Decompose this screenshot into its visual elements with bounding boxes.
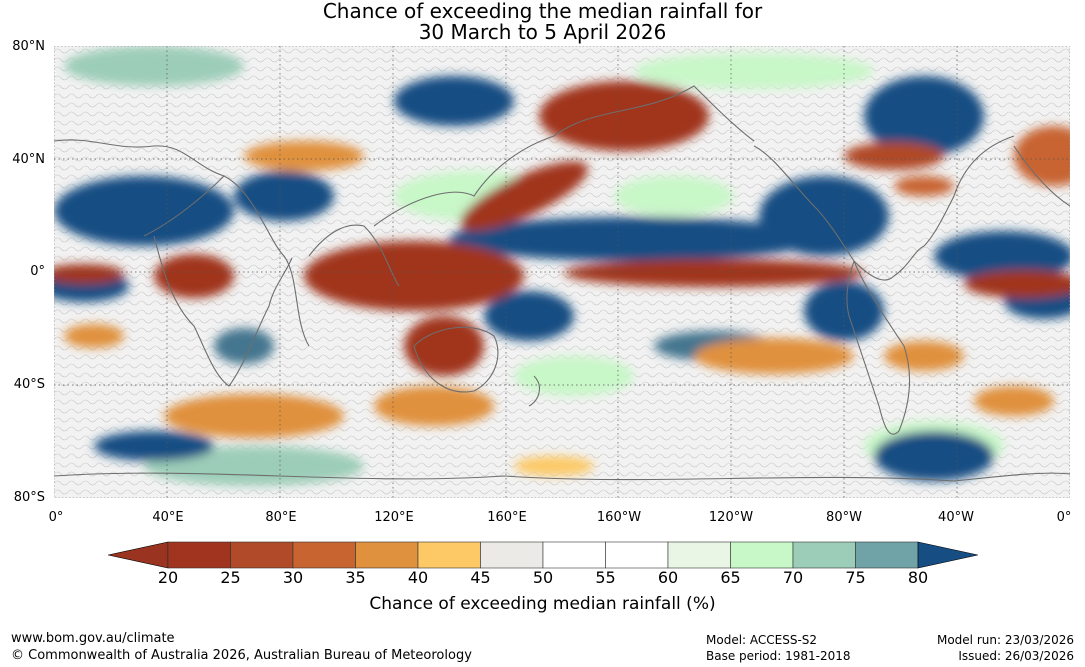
colorbar-tick-label: 45 <box>470 568 491 587</box>
colorbar-swatch <box>855 541 919 569</box>
lat-label-40s: 40°S <box>13 377 45 392</box>
colorbar-over-arrow <box>917 541 978 569</box>
colorbar-tick-label: 65 <box>720 568 741 587</box>
graticule <box>54 46 1070 498</box>
colorbar-title: Chance of exceeding median rainfall (%) <box>369 594 716 614</box>
colorbar-tick-label: 35 <box>345 568 366 587</box>
lat-label-80s: 80°S <box>13 490 45 505</box>
colorbar-under-arrow <box>108 541 169 569</box>
colorbar-swatch <box>792 541 856 569</box>
colorbar-tick-label: 60 <box>657 568 679 587</box>
footer-base-period: Base period: 1981-2018 <box>706 649 851 663</box>
lon-label-120e: 120°E <box>374 510 414 525</box>
lon-label-0-right: 0° <box>1056 510 1072 525</box>
colorbar-tick-label: 50 <box>532 568 554 587</box>
colorbar-tick-label: 30 <box>282 568 304 587</box>
colorbar-tick-label: 40 <box>407 568 429 587</box>
lon-label-160w: 160°W <box>596 510 642 525</box>
lon-label-40w: 40°W <box>938 510 974 525</box>
colorbar-tick-label: 80 <box>907 568 929 587</box>
map-title-line-2: 30 March to 5 April 2026 <box>418 20 667 44</box>
lon-label-80w: 80°W <box>826 510 862 525</box>
colorbar-tick-label: 20 <box>157 568 179 587</box>
colorbar-swatch <box>480 541 544 569</box>
colorbar-swatch <box>605 541 669 569</box>
colorbar-swatch <box>292 541 356 569</box>
colorbar <box>108 541 978 569</box>
footer-copyright: © Commonwealth of Australia 2026, Austra… <box>11 648 472 663</box>
colorbar-swatch <box>730 541 794 569</box>
lat-label-40n: 40°N <box>12 152 45 167</box>
footer-url[interactable]: www.bom.gov.au/climate <box>11 631 175 646</box>
rainfall-probability-map <box>54 46 1070 498</box>
footer-issued: Issued: 26/03/2026 <box>958 649 1074 663</box>
footer-model: Model: ACCESS-S2 <box>706 633 818 647</box>
lon-label-0-left: 0° <box>48 510 64 525</box>
colorbar-swatch <box>542 541 606 569</box>
footer-model-run: Model run: 23/03/2026 <box>936 633 1074 647</box>
colorbar-swatch <box>667 541 731 569</box>
colorbar-tick-label: 70 <box>782 568 804 587</box>
lon-label-40e: 40°E <box>152 510 184 525</box>
coastlines <box>54 85 1070 482</box>
colorbar-swatch <box>230 541 294 569</box>
lon-label-120w: 120°W <box>708 510 754 525</box>
colorbar-swatch <box>417 541 481 569</box>
colorbar-swatch <box>355 541 419 569</box>
lat-label-0: 0° <box>30 264 45 279</box>
lat-label-80n: 80°N <box>12 39 45 54</box>
lon-label-80e: 80°E <box>265 510 297 525</box>
colorbar-tick-label: 75 <box>845 568 866 587</box>
colorbar-swatch <box>167 541 231 569</box>
colorbar-tick-label: 25 <box>220 568 241 587</box>
map-title-line-1: Chance of exceeding the median rainfall … <box>322 0 763 23</box>
colorbar-tick-label: 55 <box>595 568 616 587</box>
lon-label-160e: 160°E <box>487 510 527 525</box>
